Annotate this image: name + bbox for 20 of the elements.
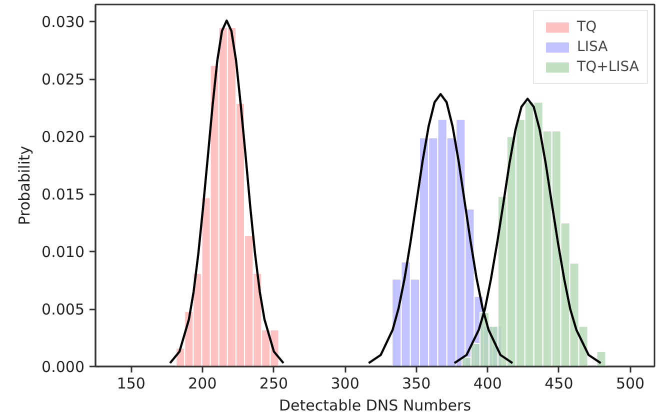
legend-label: TQ+LISA xyxy=(577,59,639,75)
y-tick-label: 0.030 xyxy=(42,13,85,32)
x-tick-label: 350 xyxy=(402,374,431,392)
y-tick-label: 0.025 xyxy=(42,70,85,89)
x-tick-label: 250 xyxy=(259,374,288,392)
legend-label: LISA xyxy=(577,39,608,55)
y-tick-label: 0.015 xyxy=(42,186,85,204)
x-tick-label: 450 xyxy=(544,374,574,392)
x-tick-label: 300 xyxy=(330,374,360,392)
y-tick-label: 0.020 xyxy=(42,128,85,146)
x-tick-label: 200 xyxy=(188,374,217,392)
y-tick-label: 0.010 xyxy=(42,243,85,262)
legend-label: TQ xyxy=(577,19,598,35)
x-tick-label: 500 xyxy=(616,374,645,392)
y-tick-label: 0.000 xyxy=(42,358,85,376)
x-tick-label: 400 xyxy=(473,374,502,392)
x-axis-title: Detectable DNS Numbers xyxy=(278,396,472,414)
y-axis-title: Probability xyxy=(16,146,34,226)
x-tick-label: 150 xyxy=(116,374,146,392)
y-tick-label: 0.005 xyxy=(42,300,85,319)
